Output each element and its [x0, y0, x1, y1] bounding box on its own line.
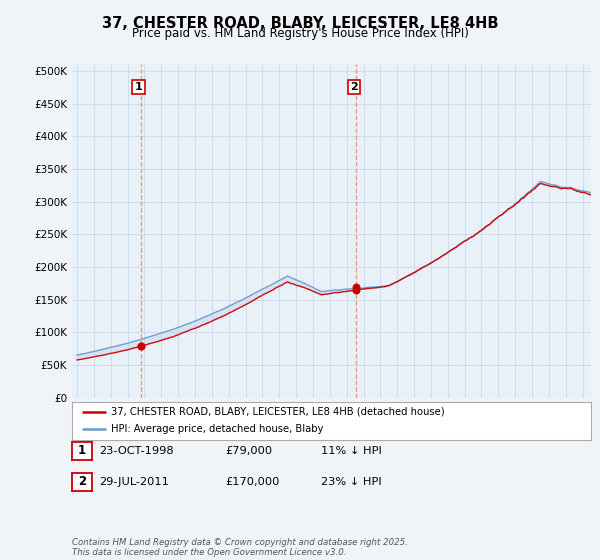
Text: 11% ↓ HPI: 11% ↓ HPI	[321, 446, 382, 456]
Text: HPI: Average price, detached house, Blaby: HPI: Average price, detached house, Blab…	[111, 424, 323, 435]
Text: 1: 1	[134, 82, 142, 92]
Text: 23-OCT-1998: 23-OCT-1998	[99, 446, 173, 456]
Text: 37, CHESTER ROAD, BLABY, LEICESTER, LE8 4HB: 37, CHESTER ROAD, BLABY, LEICESTER, LE8 …	[102, 16, 498, 31]
Text: 37, CHESTER ROAD, BLABY, LEICESTER, LE8 4HB (detached house): 37, CHESTER ROAD, BLABY, LEICESTER, LE8 …	[111, 407, 445, 417]
Point	[352, 282, 361, 291]
Text: £79,000: £79,000	[225, 446, 272, 456]
Point	[352, 285, 361, 294]
Point	[136, 342, 146, 351]
Text: Price paid vs. HM Land Registry's House Price Index (HPI): Price paid vs. HM Land Registry's House …	[131, 27, 469, 40]
Text: Contains HM Land Registry data © Crown copyright and database right 2025.
This d: Contains HM Land Registry data © Crown c…	[72, 538, 408, 557]
Point	[136, 342, 146, 351]
Text: 2: 2	[78, 475, 86, 488]
Text: 23% ↓ HPI: 23% ↓ HPI	[321, 477, 382, 487]
Text: 1: 1	[78, 444, 86, 458]
Text: 2: 2	[350, 82, 358, 92]
Text: £170,000: £170,000	[225, 477, 280, 487]
Text: 29-JUL-2011: 29-JUL-2011	[99, 477, 169, 487]
